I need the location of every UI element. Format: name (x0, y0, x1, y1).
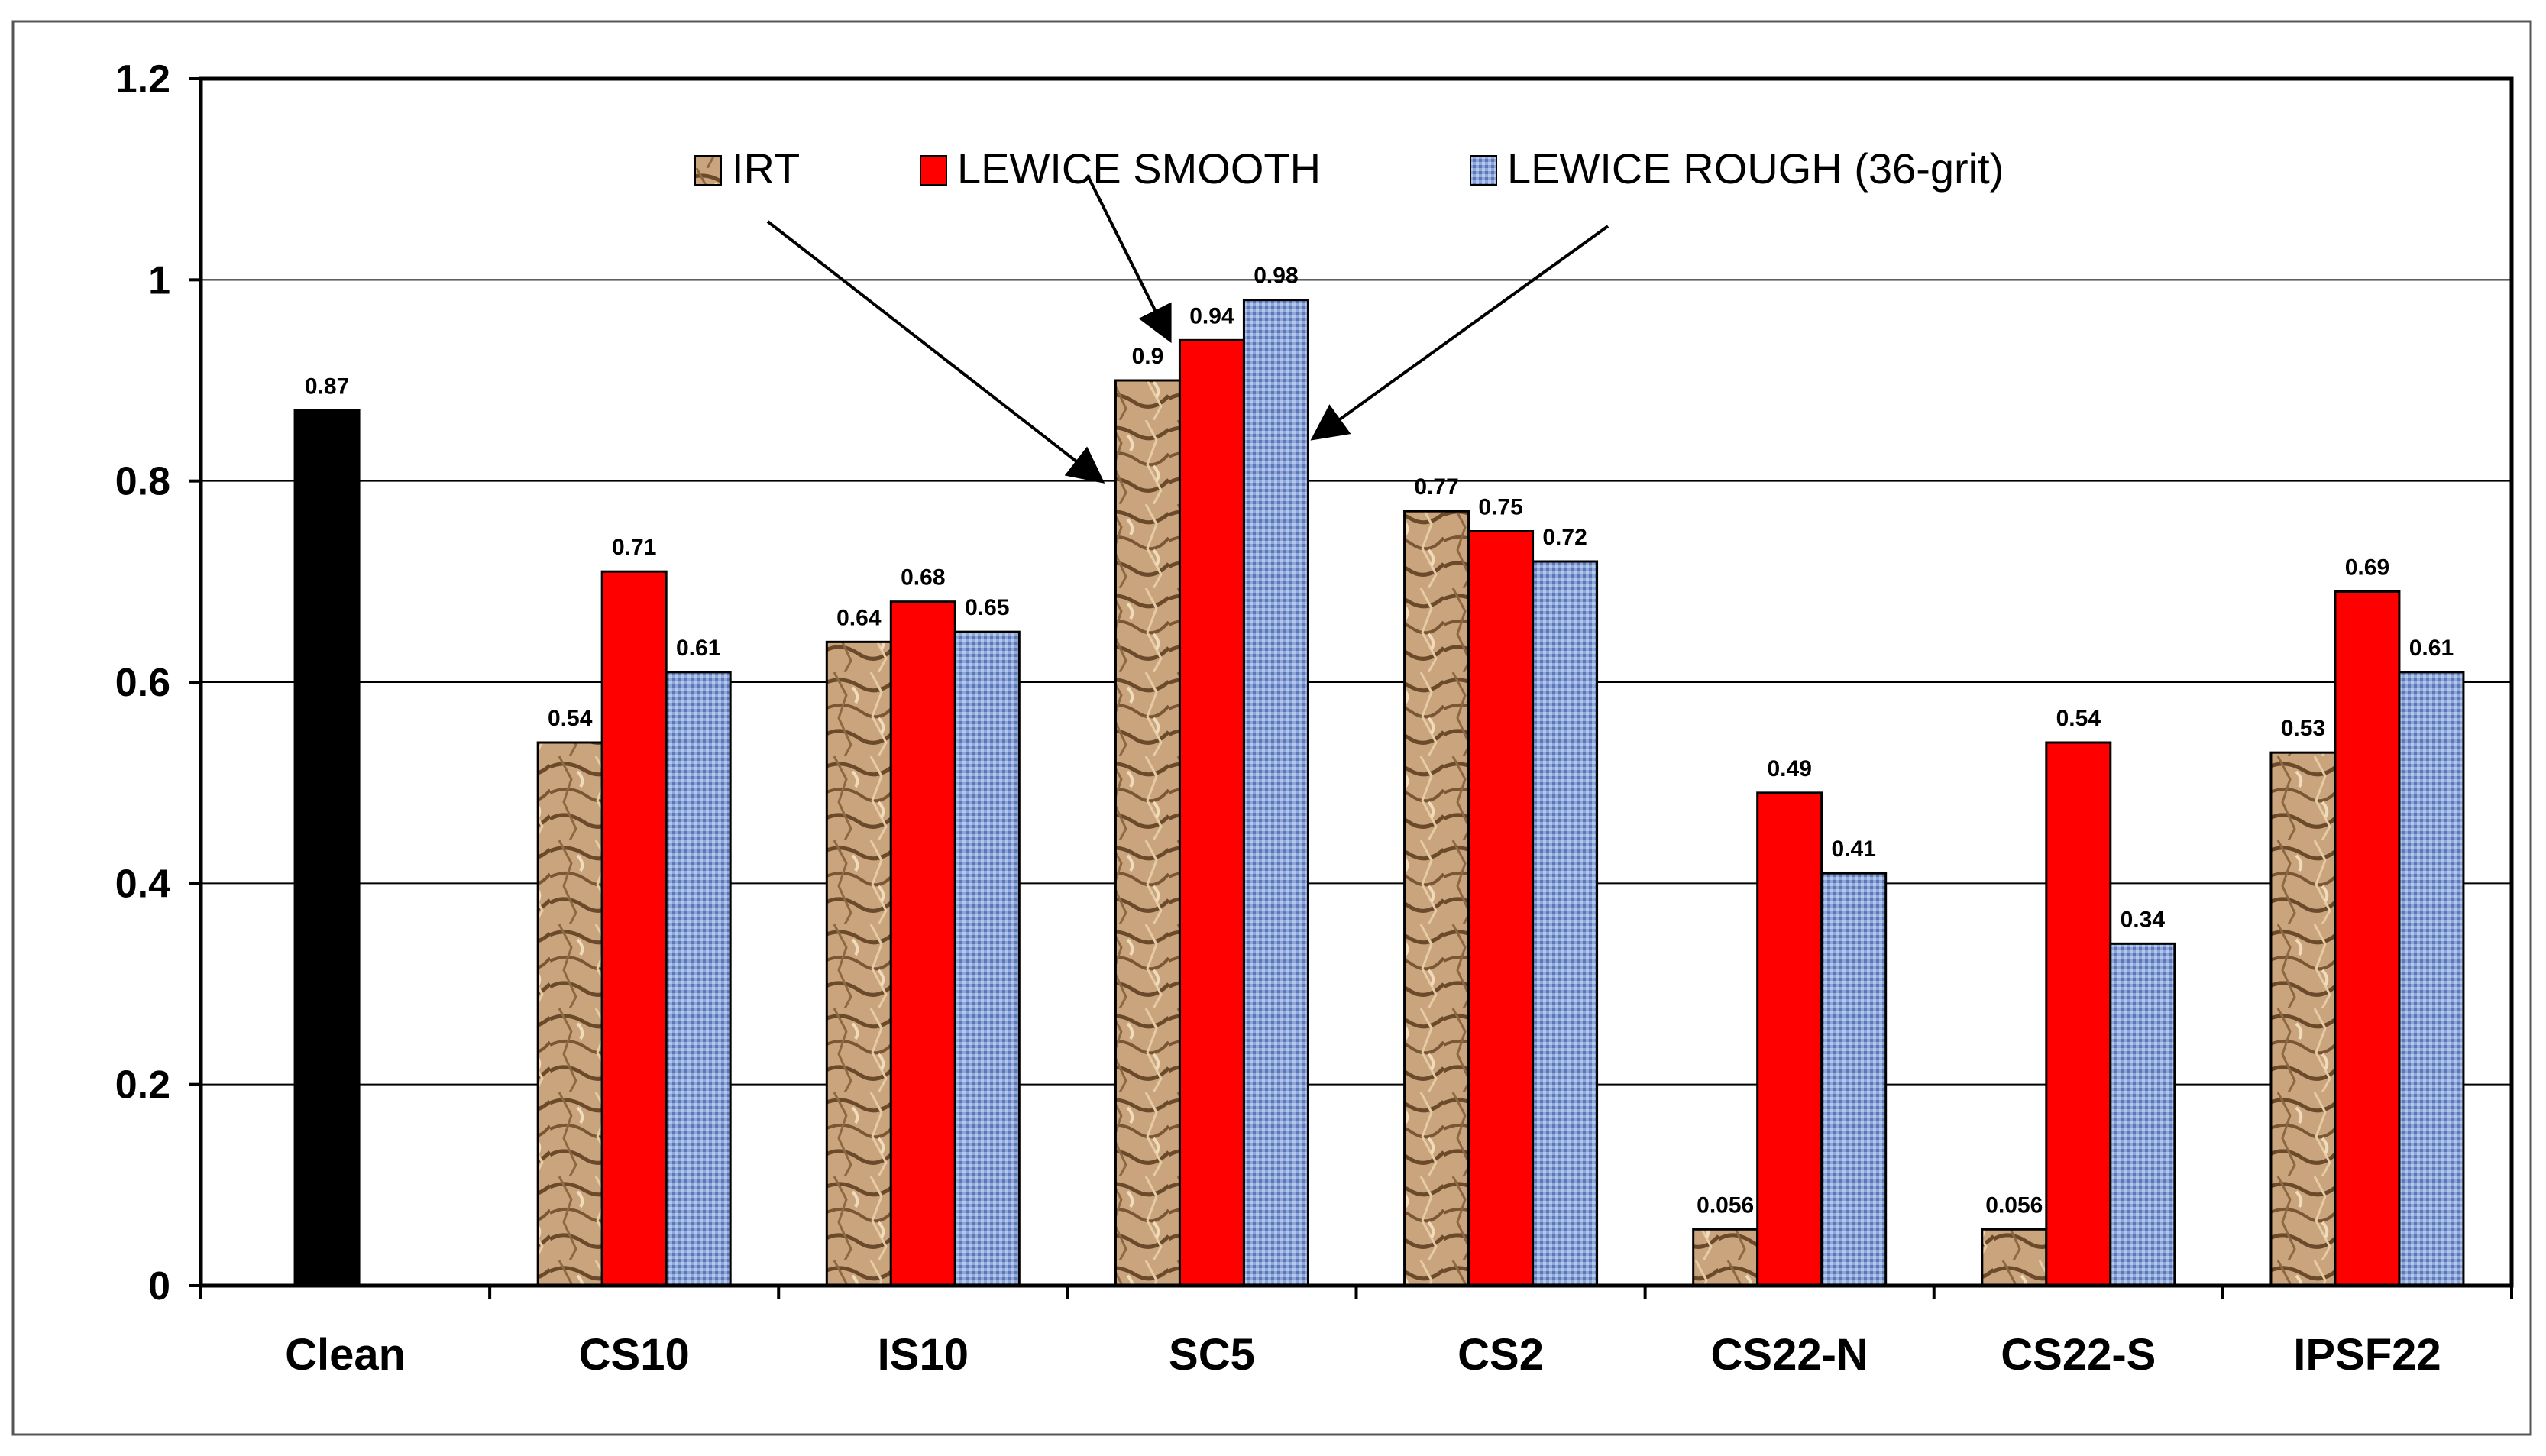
data-label-irt-cs2: 0.77 (1414, 474, 1458, 500)
bar-irt-cs10 (536, 741, 603, 1287)
bar-lewice-smooth-cs10 (600, 570, 668, 1287)
bar-irt-sc5 (1114, 379, 1181, 1287)
data-label-irt-sc5: 0.9 (1132, 344, 1164, 369)
data-label-irt-ipsf22: 0.53 (2281, 716, 2325, 741)
bar-lewice-smooth-is10 (889, 600, 956, 1287)
data-label-lewice-smooth-sc5: 0.94 (1189, 303, 1234, 328)
data-label-irt-cs10: 0.54 (548, 706, 593, 731)
x-tick-label-cs22-s: CS22-S (2001, 1330, 2156, 1380)
x-tick-label-cs22-n: CS22-N (1711, 1330, 1868, 1380)
y-tick-label: 0.8 (115, 460, 170, 504)
data-label-lewice-rough-36-grit-cs2: 0.72 (1542, 525, 1587, 550)
y-tick-label: 0.4 (115, 862, 170, 906)
bar-lewice-rough-36-grit-cs22-s (2109, 942, 2176, 1287)
bar-lewice-smooth-cs2 (1467, 530, 1535, 1287)
bar-irt-cs22-n (1692, 1228, 1759, 1287)
bar-lewice-smooth-cs22-s (2045, 741, 2112, 1287)
legend-label-lewice-smooth: LEWICE SMOOTH (957, 144, 1321, 193)
data-label-lewice-rough-36-grit-cs10: 0.61 (676, 636, 720, 661)
x-tick-label-ipsf22: IPSF22 (2293, 1330, 2441, 1380)
bars (293, 299, 2465, 1287)
bar-irt-cs2 (1403, 510, 1470, 1287)
data-label-lewice-smooth-cs22-s: 0.54 (2056, 706, 2101, 731)
legend: IRT LEWICE SMOOTH LEWICE ROUGH (36-grit) (694, 144, 2004, 193)
bar-lewice-smooth-cs22-n (1756, 791, 1823, 1287)
data-label-lewice-rough-36-grit-cs22-n: 0.41 (1831, 836, 1875, 862)
data-label-irt-is10: 0.64 (836, 605, 882, 630)
data-label-irt-cs22-n: 0.056 (1697, 1192, 1754, 1218)
bar-lewice-rough-36-grit-cs10 (665, 671, 732, 1287)
data-label-clean: 0.87 (305, 374, 349, 400)
data-label-lewice-rough-36-grit-cs22-s: 0.34 (2121, 907, 2166, 932)
x-tick-label-cs2: CS2 (1457, 1330, 1544, 1380)
y-tick-label: 0 (148, 1264, 170, 1309)
x-tick-label-sc5: SC5 (1169, 1330, 1255, 1380)
data-label-lewice-rough-36-grit-is10: 0.65 (965, 595, 1009, 620)
bar-lewice-rough-36-grit-cs2 (1532, 560, 1599, 1287)
annotation-arrows (766, 176, 1609, 484)
y-tick-label: 1.2 (115, 57, 170, 102)
y-tick-label: 0.2 (115, 1063, 170, 1108)
data-label-lewice-smooth-cs2: 0.75 (1478, 495, 1522, 520)
data-label-lewice-smooth-cs22-n: 0.49 (1767, 756, 1811, 781)
data-label-lewice-rough-36-grit-ipsf22: 0.61 (2409, 636, 2454, 661)
legend-swatch-lewice-smooth (920, 155, 947, 186)
data-label-lewice-smooth-cs10: 0.71 (612, 535, 656, 560)
data-labels: 0.87 0.54 0.64 0.9 0.77 0.056 0.056 0.53 0.71 0.6… (305, 264, 2454, 1218)
bar-lewice-smooth-sc5 (1178, 338, 1245, 1287)
legend-swatch-lewice-rough (1470, 155, 1497, 186)
x-tick-label-is10: IS10 (878, 1330, 969, 1380)
bar-lewice-rough-36-grit-cs22-n (1820, 872, 1888, 1287)
bar-lewice-rough-36-grit-sc5 (1242, 299, 1309, 1287)
y-tick-label: 1 (148, 258, 170, 303)
data-label-lewice-rough-36-grit-sc5: 0.98 (1254, 264, 1298, 289)
x-tick-label-clean: Clean (285, 1330, 406, 1380)
bar-irt-is10 (825, 640, 892, 1287)
arrow-lewice-smooth (1087, 176, 1172, 344)
x-tick-label-cs10: CS10 (579, 1330, 690, 1380)
data-label-lewice-smooth-is10: 0.68 (901, 565, 945, 590)
bar-clean (293, 409, 361, 1287)
legend-label-lewice-rough: LEWICE ROUGH (36-grit) (1507, 144, 2004, 193)
bar-lewice-smooth-ipsf22 (2334, 590, 2401, 1287)
legend-swatch-irt (694, 155, 722, 186)
arrow-irt (766, 220, 1105, 484)
bar-lewice-rough-36-grit-is10 (953, 630, 1021, 1287)
bar-lewice-rough-36-grit-ipsf22 (2398, 671, 2465, 1287)
y-axis: 0 0.2 0.4 0.6 0.8 1 1.2 (115, 57, 201, 1309)
legend-label-irt: IRT (732, 144, 800, 193)
bar-irt-ipsf22 (2269, 751, 2337, 1287)
data-label-lewice-smooth-ipsf22: 0.69 (2345, 555, 2389, 581)
x-axis: Clean CS10 IS10 SC5 CS2 CS22-N CS22-S IPSF22 (199, 1286, 2513, 1380)
bar-irt-cs22-s (1981, 1228, 2048, 1287)
arrow-lewice-rough (1310, 225, 1609, 441)
data-label-irt-cs22-s: 0.056 (1985, 1192, 2043, 1218)
y-tick-label: 0.6 (115, 661, 170, 705)
